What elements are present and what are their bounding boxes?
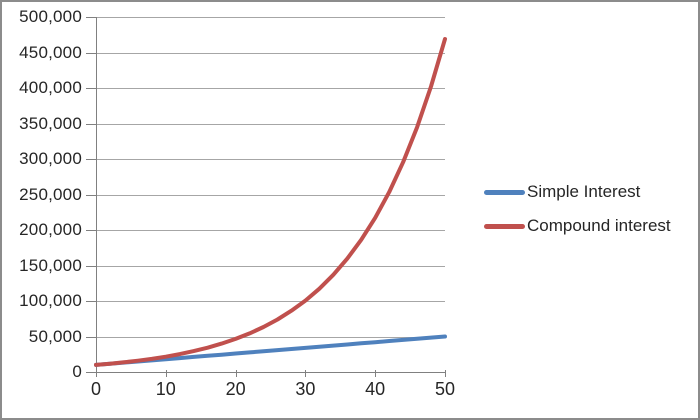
y-axis-tick-label: 100,000: [19, 291, 82, 310]
x-axis-tick-label: 0: [90, 379, 101, 399]
legend-item-simple-interest: Simple Interest: [484, 182, 671, 201]
series-line-compound-interest: [94, 37, 447, 367]
legend-label-compound-interest: Compound interest: [527, 216, 671, 235]
legend: Simple Interest Compound interest: [484, 182, 671, 251]
y-axis-tick-label: 350,000: [19, 113, 82, 133]
y-axis-tick-label: 400,000: [19, 78, 82, 97]
y-axis-tick-label: 150,000: [19, 255, 82, 275]
x-axis-tick-label: 30: [295, 379, 316, 399]
legend-item-compound-interest: Compound interest: [484, 216, 671, 235]
y-axis-tick-label: 500,000: [19, 7, 82, 26]
x-axis-tick-label: 10: [155, 379, 176, 399]
x-axis-tick-label: 20: [225, 379, 246, 399]
y-axis-tick-label: 250,000: [19, 184, 82, 204]
y-axis-tick-label: 0: [72, 362, 82, 381]
legend-label-simple-interest: Simple Interest: [527, 182, 641, 201]
x-axis-tick-label: 40: [365, 379, 386, 399]
y-axis-tick-label: 450,000: [19, 42, 82, 62]
x-axis-tick-label: 50: [434, 379, 456, 399]
legend-swatch-compound-interest: [484, 223, 525, 229]
legend-swatch-simple-interest: [484, 189, 525, 195]
y-axis-tick-label: 200,000: [19, 220, 82, 239]
y-axis-tick-label: 50,000: [28, 326, 82, 346]
y-axis-tick-label: 300,000: [19, 149, 82, 168]
